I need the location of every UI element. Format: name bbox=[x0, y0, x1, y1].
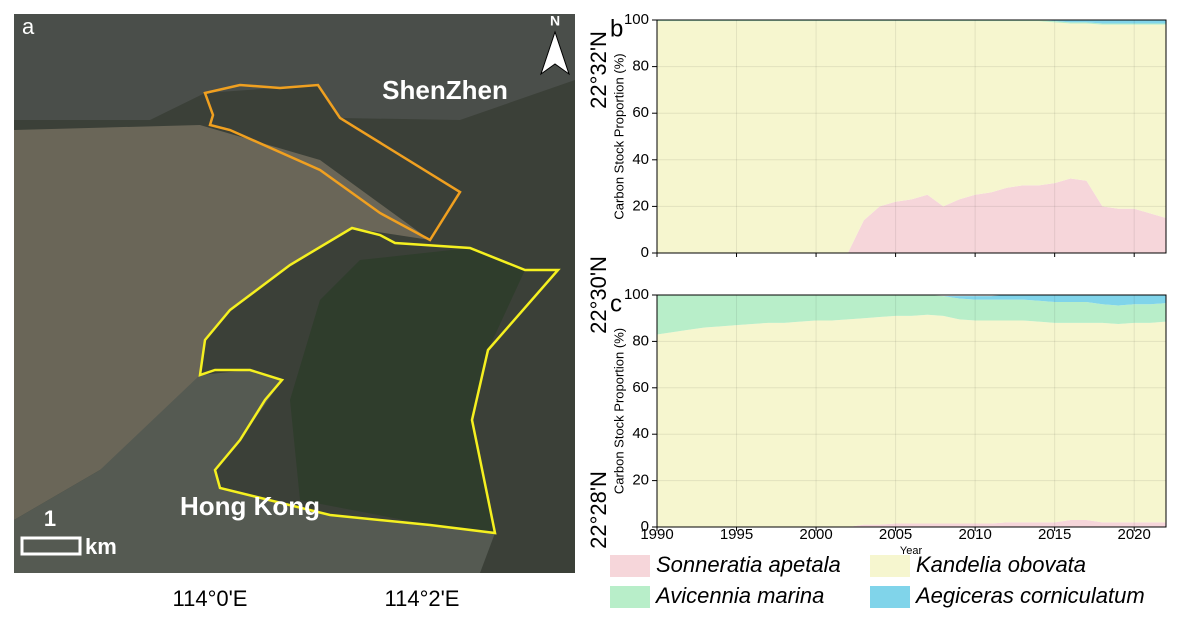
urban-south bbox=[14, 370, 495, 573]
area bbox=[657, 314, 1166, 527]
x-axis-title: Year bbox=[900, 545, 923, 557]
x-tick-label: 1995 bbox=[720, 526, 753, 543]
panel-label: a bbox=[22, 14, 35, 39]
y-tick-label: 0 bbox=[641, 244, 649, 261]
plot-frame bbox=[656, 19, 1167, 254]
legend-swatch bbox=[870, 555, 910, 577]
lat-label: 22°32'N bbox=[586, 31, 611, 109]
panel-label: c bbox=[610, 290, 622, 317]
area bbox=[657, 20, 1166, 25]
fishponds bbox=[290, 248, 525, 533]
city-label: ShenZhen bbox=[382, 75, 508, 105]
legend-swatch bbox=[870, 586, 910, 608]
y-tick-label: 40 bbox=[632, 425, 649, 442]
legend-label: Kandelia obovata bbox=[916, 552, 1086, 577]
area bbox=[657, 178, 1166, 253]
x-tick-label: 2005 bbox=[879, 526, 912, 543]
y-tick-label: 60 bbox=[632, 379, 649, 396]
legend-label: Aegiceras corniculatum bbox=[914, 583, 1145, 608]
y-axis-title: Carbon Stock Proportion (%) bbox=[611, 53, 626, 219]
x-tick-label: 2020 bbox=[1118, 526, 1151, 543]
lat-label: 22°30'N bbox=[586, 256, 611, 334]
y-tick-label: 60 bbox=[632, 104, 649, 121]
y-tick-label: 0 bbox=[641, 518, 649, 535]
y-tick-label: 20 bbox=[632, 197, 649, 214]
area bbox=[657, 21, 1166, 253]
scale-value: 1 bbox=[44, 506, 56, 531]
bay-water bbox=[14, 125, 430, 520]
hongkong-boundary bbox=[198, 226, 561, 535]
legend-label: Sonneratia apetala bbox=[656, 552, 841, 577]
y-tick-label: 20 bbox=[632, 472, 649, 489]
legend-swatch bbox=[610, 555, 650, 577]
y-tick-label: 80 bbox=[632, 332, 649, 349]
y-tick-label: 80 bbox=[632, 58, 649, 75]
scale-bar bbox=[20, 536, 82, 556]
city-label: Hong Kong bbox=[180, 491, 320, 521]
y-tick-label: 100 bbox=[624, 11, 649, 28]
north-label: N bbox=[550, 13, 560, 29]
shenzhen-boundary bbox=[203, 83, 462, 242]
x-tick-label: 2000 bbox=[799, 526, 832, 543]
legend-label: Avicennia marina bbox=[654, 583, 824, 608]
y-tick-label: 40 bbox=[632, 151, 649, 168]
scale-unit: km bbox=[85, 534, 117, 559]
lon-label: 114°0'E bbox=[173, 586, 248, 611]
area bbox=[657, 295, 1166, 306]
lon-label: 114°2'E bbox=[385, 586, 460, 611]
x-tick-label: 2010 bbox=[958, 526, 991, 543]
urban-north bbox=[14, 14, 575, 120]
map: a ShenZhen Hong Kong N 1 km 22°32'N 22°3… bbox=[14, 13, 611, 611]
panel-label: b bbox=[610, 15, 623, 42]
legend-swatch bbox=[610, 586, 650, 608]
area bbox=[657, 295, 1166, 335]
x-tick-label: 1990 bbox=[640, 526, 673, 543]
x-tick-label: 2015 bbox=[1038, 526, 1071, 543]
lat-label: 22°28'N bbox=[586, 471, 611, 549]
north-arrow bbox=[540, 30, 570, 76]
plot-frame bbox=[656, 294, 1167, 528]
y-axis-title: Carbon Stock Proportion (%) bbox=[611, 328, 626, 494]
y-tick-label: 100 bbox=[624, 286, 649, 303]
